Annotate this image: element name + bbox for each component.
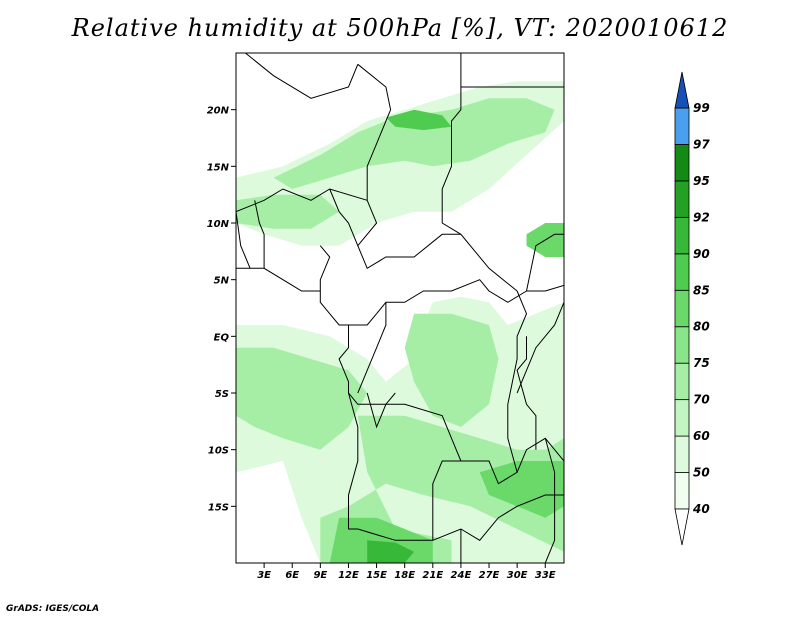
- colorbar-label: 60: [693, 429, 710, 443]
- x-tick-label: 6E: [285, 570, 299, 581]
- boundary-line-5: [236, 188, 368, 213]
- boundary-line-12: [348, 392, 461, 541]
- y-tick-label: 15N: [207, 162, 230, 173]
- humidity-region-7: [404, 313, 499, 427]
- colorbar-swatch: [674, 180, 690, 218]
- y-axis: 20N 15N 10N 5N EQ 5S 10S 15S: [207, 106, 236, 513]
- colorbar: 40 50 60 70 75 80 85 90 92 95 97 99: [674, 71, 710, 546]
- boundary-line-16: [516, 336, 537, 450]
- colorbar-over-arrow: [674, 71, 690, 109]
- boundary-line-1: [357, 63, 392, 201]
- colorbar-label: 40: [692, 502, 710, 516]
- y-tick-label: 5S: [215, 389, 229, 400]
- colorbar-label: 75: [693, 356, 710, 370]
- map-frame: [235, 52, 565, 564]
- boundary-line-24: [329, 188, 359, 246]
- x-tick-label: 3E: [257, 570, 271, 581]
- colorbar-label: 80: [693, 320, 710, 334]
- x-tick-label: 24E: [451, 570, 472, 581]
- y-tick-label: 20N: [207, 106, 230, 117]
- boundary-line-18: [544, 438, 556, 563]
- boundary-line-6: [357, 200, 461, 270]
- boundary-line-21: [236, 267, 321, 292]
- colorbar-swatch: [674, 326, 690, 364]
- boundary-line-23: [254, 200, 265, 269]
- map-title: Relative humidity at 500hPa [%], VT: 202…: [71, 14, 729, 42]
- boundary-line-19: [526, 284, 564, 292]
- colorbar-label: 99: [693, 101, 710, 115]
- x-tick-label: 18E: [394, 570, 415, 581]
- y-tick-label: 10S: [208, 446, 229, 457]
- boundary-line-22: [236, 211, 251, 269]
- humidity-region-1: [273, 98, 555, 189]
- y-tick-label: 10N: [207, 219, 230, 230]
- colorbar-label: 95: [693, 174, 710, 188]
- boundary-line-8: [376, 279, 527, 315]
- boundary-line-0: [245, 53, 359, 99]
- colorbar-label: 97: [693, 137, 710, 151]
- humidity-region-11: [367, 540, 415, 563]
- colorbar-label: 50: [693, 466, 710, 480]
- colorbar-swatch: [674, 216, 690, 255]
- humidity-region-9: [479, 461, 564, 518]
- boundary-line-20: [526, 233, 564, 292]
- colorbar-swatch: [674, 472, 690, 510]
- boundary-line-7: [319, 245, 377, 326]
- x-tick-label: 21E: [422, 570, 443, 581]
- colorbar-swatch: [674, 289, 690, 328]
- boundary-line-9: [338, 325, 396, 405]
- colorbar-swatch: [674, 435, 690, 473]
- boundary-line-10: [357, 302, 387, 394]
- colorbar-under-arrow: [674, 508, 690, 546]
- colorbar-label: 70: [693, 393, 710, 407]
- humidity-region-3: [236, 194, 340, 229]
- boundary-line-2: [441, 53, 518, 292]
- humidity-region-6: [236, 347, 368, 450]
- x-tick-label: 30E: [507, 570, 528, 581]
- credit-text: GrADS: IGES/COLA: [6, 604, 100, 614]
- y-tick-label: 15S: [208, 502, 229, 513]
- humidity-region-2: [385, 109, 452, 131]
- colorbar-swatch: [674, 144, 690, 182]
- colorbar-label: 90: [693, 247, 710, 261]
- boundary-layer: [236, 53, 564, 563]
- x-tick-label: 15E: [366, 570, 387, 581]
- y-tick-label: EQ: [214, 332, 230, 343]
- colorbar-label: 85: [693, 283, 710, 297]
- x-tick-label: 33E: [535, 570, 556, 581]
- x-axis: 3E 6E 9E 12E 15E 18E 21E 24E 27E 30E 33E: [257, 563, 556, 581]
- y-tick-label: 5N: [214, 276, 230, 287]
- colorbar-label: 92: [693, 210, 710, 224]
- x-tick-label: 27E: [479, 570, 500, 581]
- humidity-fill-layer: [236, 81, 564, 563]
- x-tick-label: 12E: [338, 570, 359, 581]
- colorbar-swatch: [674, 107, 690, 145]
- colorbar-swatch: [674, 253, 690, 291]
- boundary-line-15: [516, 302, 564, 394]
- x-tick-label: 9E: [313, 570, 327, 581]
- colorbar-swatch: [674, 362, 690, 401]
- colorbar-swatch: [674, 399, 690, 437]
- boundary-line-11: [366, 290, 528, 485]
